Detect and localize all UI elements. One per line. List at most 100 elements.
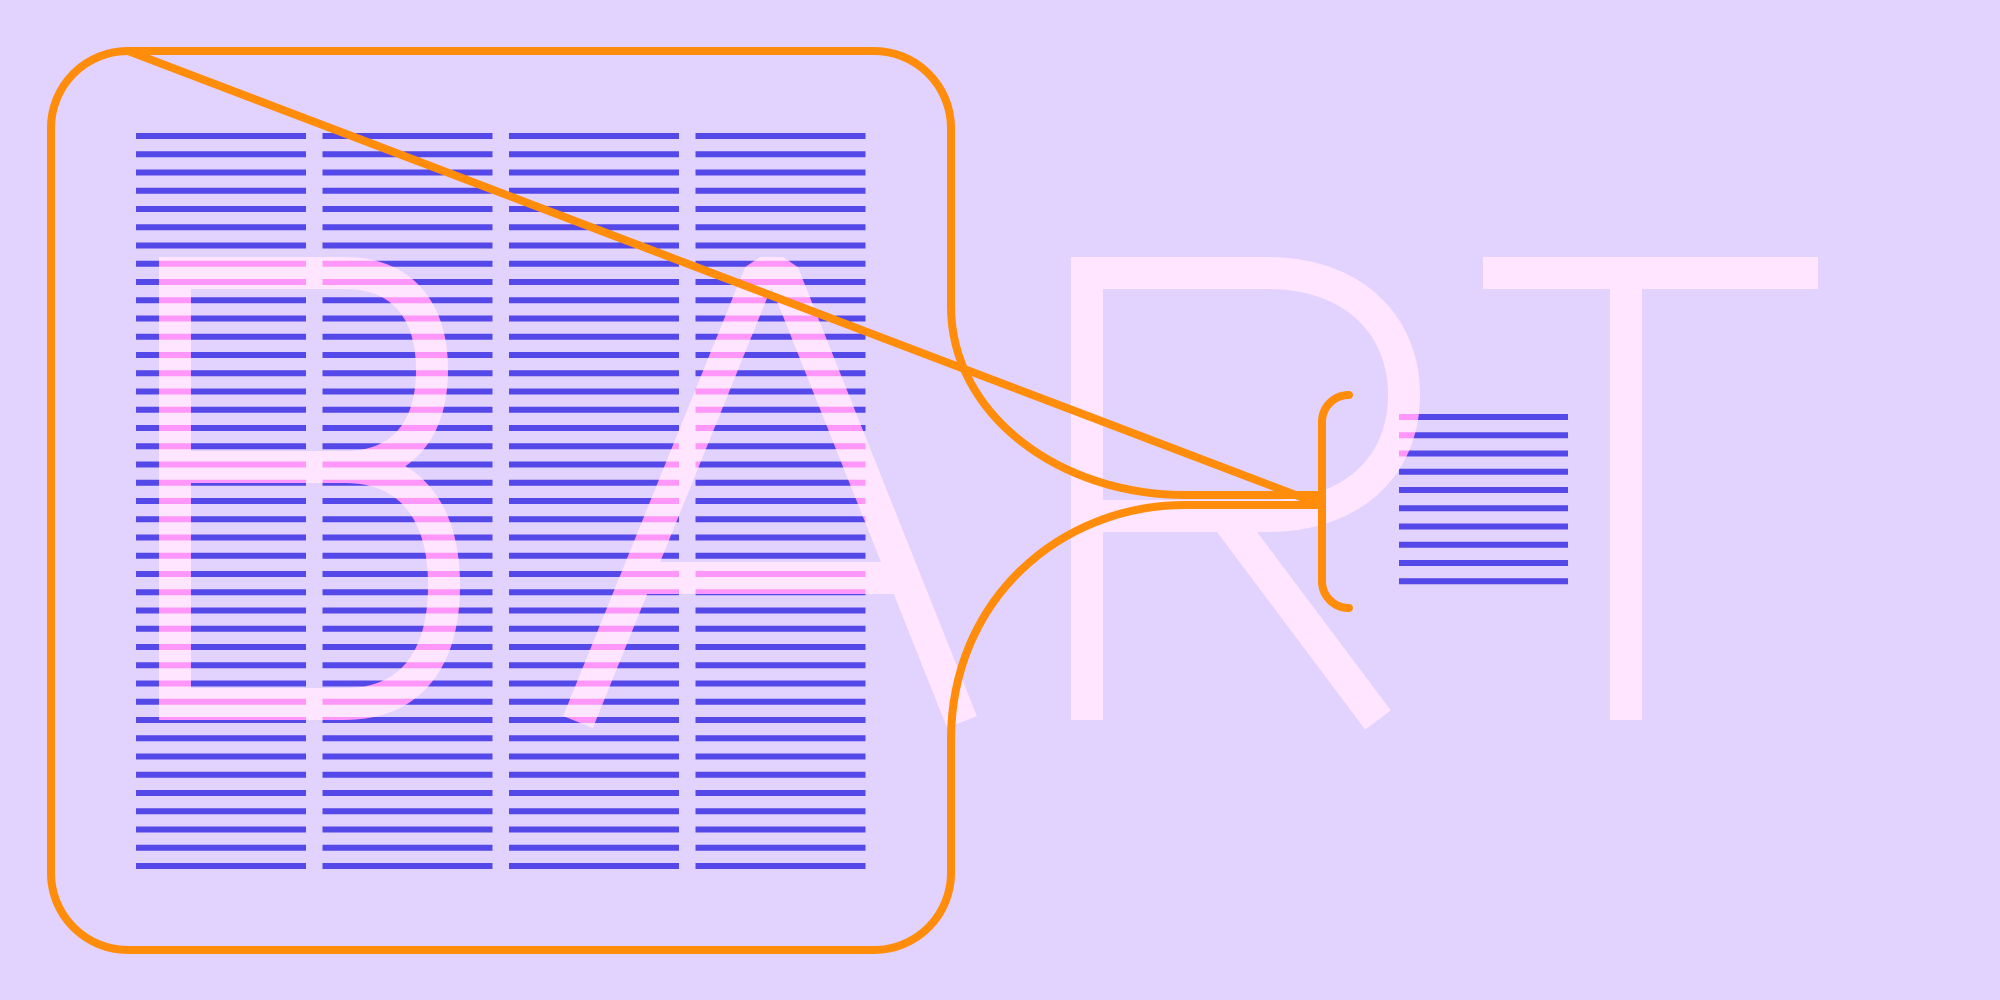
stripe [509,461,679,468]
stripe [322,808,493,815]
stripe [509,735,679,742]
stripe [322,260,493,267]
stripe [322,133,493,139]
stripe [695,808,866,815]
stripe [322,187,493,194]
stripe [322,169,493,176]
stripe [695,388,866,395]
stripe [136,333,306,340]
stripe [509,771,679,778]
stripe [136,370,306,377]
stripe [695,370,866,377]
letter-t [1483,257,1818,720]
stripe [695,315,866,322]
stripe [695,187,866,194]
stripe [136,680,306,687]
stripe [509,206,679,212]
stripe [322,571,493,577]
stripe [509,169,679,176]
stripe [509,406,679,413]
stripe [509,443,679,450]
stripe [136,406,306,413]
stripe [136,388,306,395]
stripe [136,169,306,176]
stripe [695,607,866,614]
stripe [695,443,866,450]
stripe [1399,505,1568,512]
orange-frame [47,47,1353,954]
stripe [136,516,306,523]
stripe [322,534,493,541]
stripe [136,790,306,796]
stripe [136,443,306,450]
stripe [695,224,866,231]
stripe [695,425,866,431]
stripe [509,187,679,194]
stripe [136,735,306,742]
letter-a [563,257,977,729]
stripe [509,753,679,760]
stripe [136,589,306,596]
stripe [136,242,306,249]
stripe [322,406,493,413]
stripe [695,844,866,851]
stripe [695,169,866,176]
stripe [695,698,866,705]
stripe [695,680,866,687]
stripe-block-side [1399,414,1568,585]
stripe [509,315,679,322]
stripe [136,206,306,212]
stripe [509,808,679,815]
stripe [695,406,866,413]
stripe [136,662,306,669]
stripe [509,279,679,285]
stripe [509,607,679,614]
stripe [322,388,493,395]
stripe [695,625,866,632]
stripe [136,534,306,541]
bracket [1318,391,1353,612]
stripe [509,498,679,504]
stripe [136,552,306,559]
stripe [1399,560,1568,566]
stripe [695,242,866,249]
stripe [695,461,866,468]
stripe [1399,414,1568,420]
stripe [695,516,866,523]
stripe [322,717,493,723]
stripe [509,479,679,486]
stripe [322,790,493,796]
stripe [136,498,306,504]
stripe [695,863,866,869]
stripe [1399,523,1568,530]
stripe [695,333,866,340]
stripe [509,844,679,851]
stripe [509,151,679,158]
stripe [1399,468,1568,475]
stripe [136,224,306,231]
stripe [695,662,866,669]
stripe [509,242,679,249]
stripe [509,425,679,431]
stripe [1399,450,1568,457]
stripe [136,753,306,760]
stripe [322,644,493,650]
stripe [1399,432,1568,439]
stripe [695,352,866,358]
stripe [509,826,679,833]
stripe [136,844,306,851]
stripe [322,753,493,760]
stripe [509,388,679,395]
stripe [136,297,306,304]
letter-b [159,257,461,720]
stripe [136,352,306,358]
stripe [695,644,866,650]
stripe [136,644,306,650]
stripe [509,790,679,796]
stripe [322,844,493,851]
stripe [322,826,493,833]
logo-lettering [159,257,1818,730]
stripe [509,333,679,340]
stripe [322,863,493,869]
